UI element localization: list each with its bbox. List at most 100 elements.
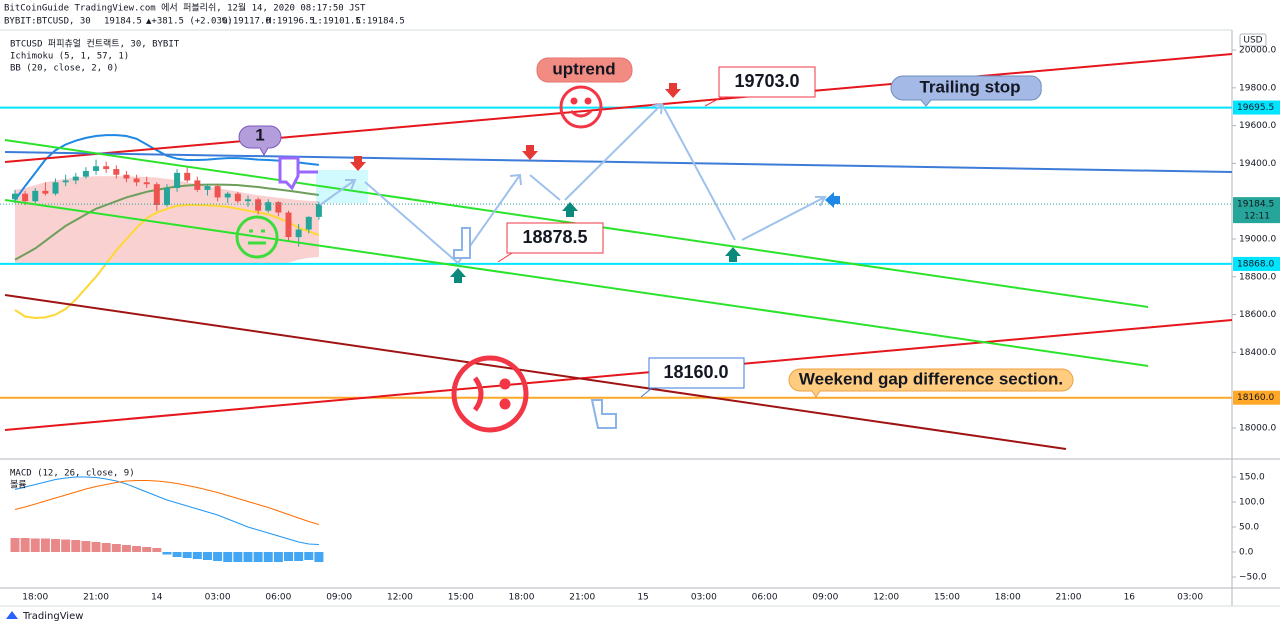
histogram-bar <box>101 543 111 552</box>
currency-box[interactable] <box>1239 33 1267 47</box>
up-arrow <box>450 268 466 283</box>
countdown: 12:11 <box>1244 212 1270 222</box>
markers <box>350 83 840 283</box>
hand <box>590 399 617 429</box>
candle-body <box>12 193 18 200</box>
trend-line <box>4 319 1233 431</box>
histogram-bar <box>30 538 40 552</box>
face <box>451 355 529 433</box>
histogram-bar <box>132 546 142 552</box>
open: O:19117.0 <box>222 17 271 27</box>
indicator-line <box>14 134 320 201</box>
indicator-line <box>14 204 320 320</box>
histogram-bar <box>202 552 212 560</box>
histogram-bar <box>61 539 71 552</box>
y-tick-label: 100.0 <box>1239 498 1265 508</box>
candle-body <box>255 199 262 211</box>
x-tick-label: 14 <box>151 593 163 603</box>
path <box>741 196 826 241</box>
histogram-bar <box>10 538 20 552</box>
up-arrow <box>562 202 578 217</box>
sad-face <box>451 355 529 433</box>
histogram-bar <box>294 552 304 561</box>
x-tick-label: 06:00 <box>752 593 778 603</box>
down-arrow <box>665 83 681 98</box>
left-arrow <box>825 192 840 208</box>
down-arrow <box>350 156 366 171</box>
price-label-box <box>1233 390 1280 405</box>
footer-logo[interactable]: TradingView <box>22 611 83 622</box>
callout-pointer <box>497 252 513 263</box>
y-tick-label: 18800.0 <box>1239 272 1276 282</box>
annotation: 18160.0 <box>663 362 728 382</box>
up-arrow <box>725 247 741 262</box>
x-tick-label: 03:00 <box>691 593 717 603</box>
y-tick-label: 18000.0 <box>1239 423 1276 433</box>
last-price-box <box>1233 197 1280 224</box>
candle-body <box>52 182 59 194</box>
annotation: 18878.5 <box>522 227 587 247</box>
candle-body <box>32 190 39 202</box>
candle-body <box>184 172 191 181</box>
arrow-head <box>815 196 827 207</box>
publish-line: BitCoinGuide TradingView.com 에서 퍼블리쉬, 12… <box>4 2 366 14</box>
down-arrow <box>522 145 538 160</box>
arrow-head <box>509 173 522 186</box>
callout-box <box>648 357 745 389</box>
y-tick-label: 20000.0 <box>1239 46 1276 56</box>
histogram-bar <box>213 552 223 561</box>
last-price-label: 19184.5 <box>1237 200 1274 210</box>
histogram-bar <box>182 552 192 558</box>
callout-box <box>788 368 1074 398</box>
y-tick-label: −50.0 <box>1239 573 1267 583</box>
hand <box>453 227 471 259</box>
trend-line <box>4 151 1233 173</box>
mouth <box>472 376 484 412</box>
x-tick-label: 15:00 <box>448 593 474 603</box>
price-axis: 20000.0 19800.0 19600.0 19400.0 19000.0 18800… <box>22 46 1280 603</box>
candle-body <box>305 216 312 230</box>
x-tick-label: 15:00 <box>934 593 960 603</box>
histogram-bar <box>223 552 233 562</box>
x-tick-label: 18:00 <box>509 593 535 603</box>
path <box>529 174 561 201</box>
change: ▲+381.5 (+2.03%) <box>146 17 233 27</box>
candle-body <box>265 202 272 211</box>
y-tick-label: 18400.0 <box>1239 348 1276 358</box>
legend-symbol: BTCUSD 퍼피츄얼 컨트랙트, 30, BYBIT <box>10 39 180 50</box>
histogram-bar <box>192 552 202 559</box>
y-tick-label: 19000.0 <box>1239 234 1276 244</box>
histogram-bar <box>71 540 81 552</box>
histogram-bar <box>284 552 294 561</box>
x-tick-label: 21:00 <box>569 593 595 603</box>
callout-box <box>536 57 633 83</box>
histogram-bar <box>304 552 314 560</box>
smiley <box>559 85 603 129</box>
x-tick-label: 15 <box>637 593 648 603</box>
candle-body <box>234 193 241 202</box>
callout-box <box>890 75 1042 107</box>
callout-box <box>718 66 816 98</box>
histogram-bar <box>162 552 172 555</box>
macd-line <box>14 480 320 525</box>
low: L:19101.5 <box>312 17 361 27</box>
candle-body <box>93 166 100 171</box>
callout-pointer <box>640 387 653 398</box>
x-tick-label: 03:00 <box>205 593 231 603</box>
annotation: Weekend gap difference section. <box>799 369 1063 388</box>
eye <box>584 97 592 105</box>
legend-bb: BB (20, close, 2, 0) <box>10 64 118 74</box>
callout-box <box>238 125 282 157</box>
symbol: BYBIT:BTCUSD, 30 <box>4 17 91 27</box>
mouth <box>569 109 593 118</box>
histogram-bar <box>51 539 61 552</box>
x-tick-label: 18:00 <box>22 593 48 603</box>
candle-body <box>82 170 89 177</box>
candle-body <box>103 166 110 170</box>
candle-body <box>315 204 322 217</box>
volume-label: 볼륨 <box>10 480 27 491</box>
y-tick-label: 19400.0 <box>1239 159 1276 169</box>
x-tick-label: 06:00 <box>265 593 291 603</box>
candle-body <box>285 212 292 238</box>
